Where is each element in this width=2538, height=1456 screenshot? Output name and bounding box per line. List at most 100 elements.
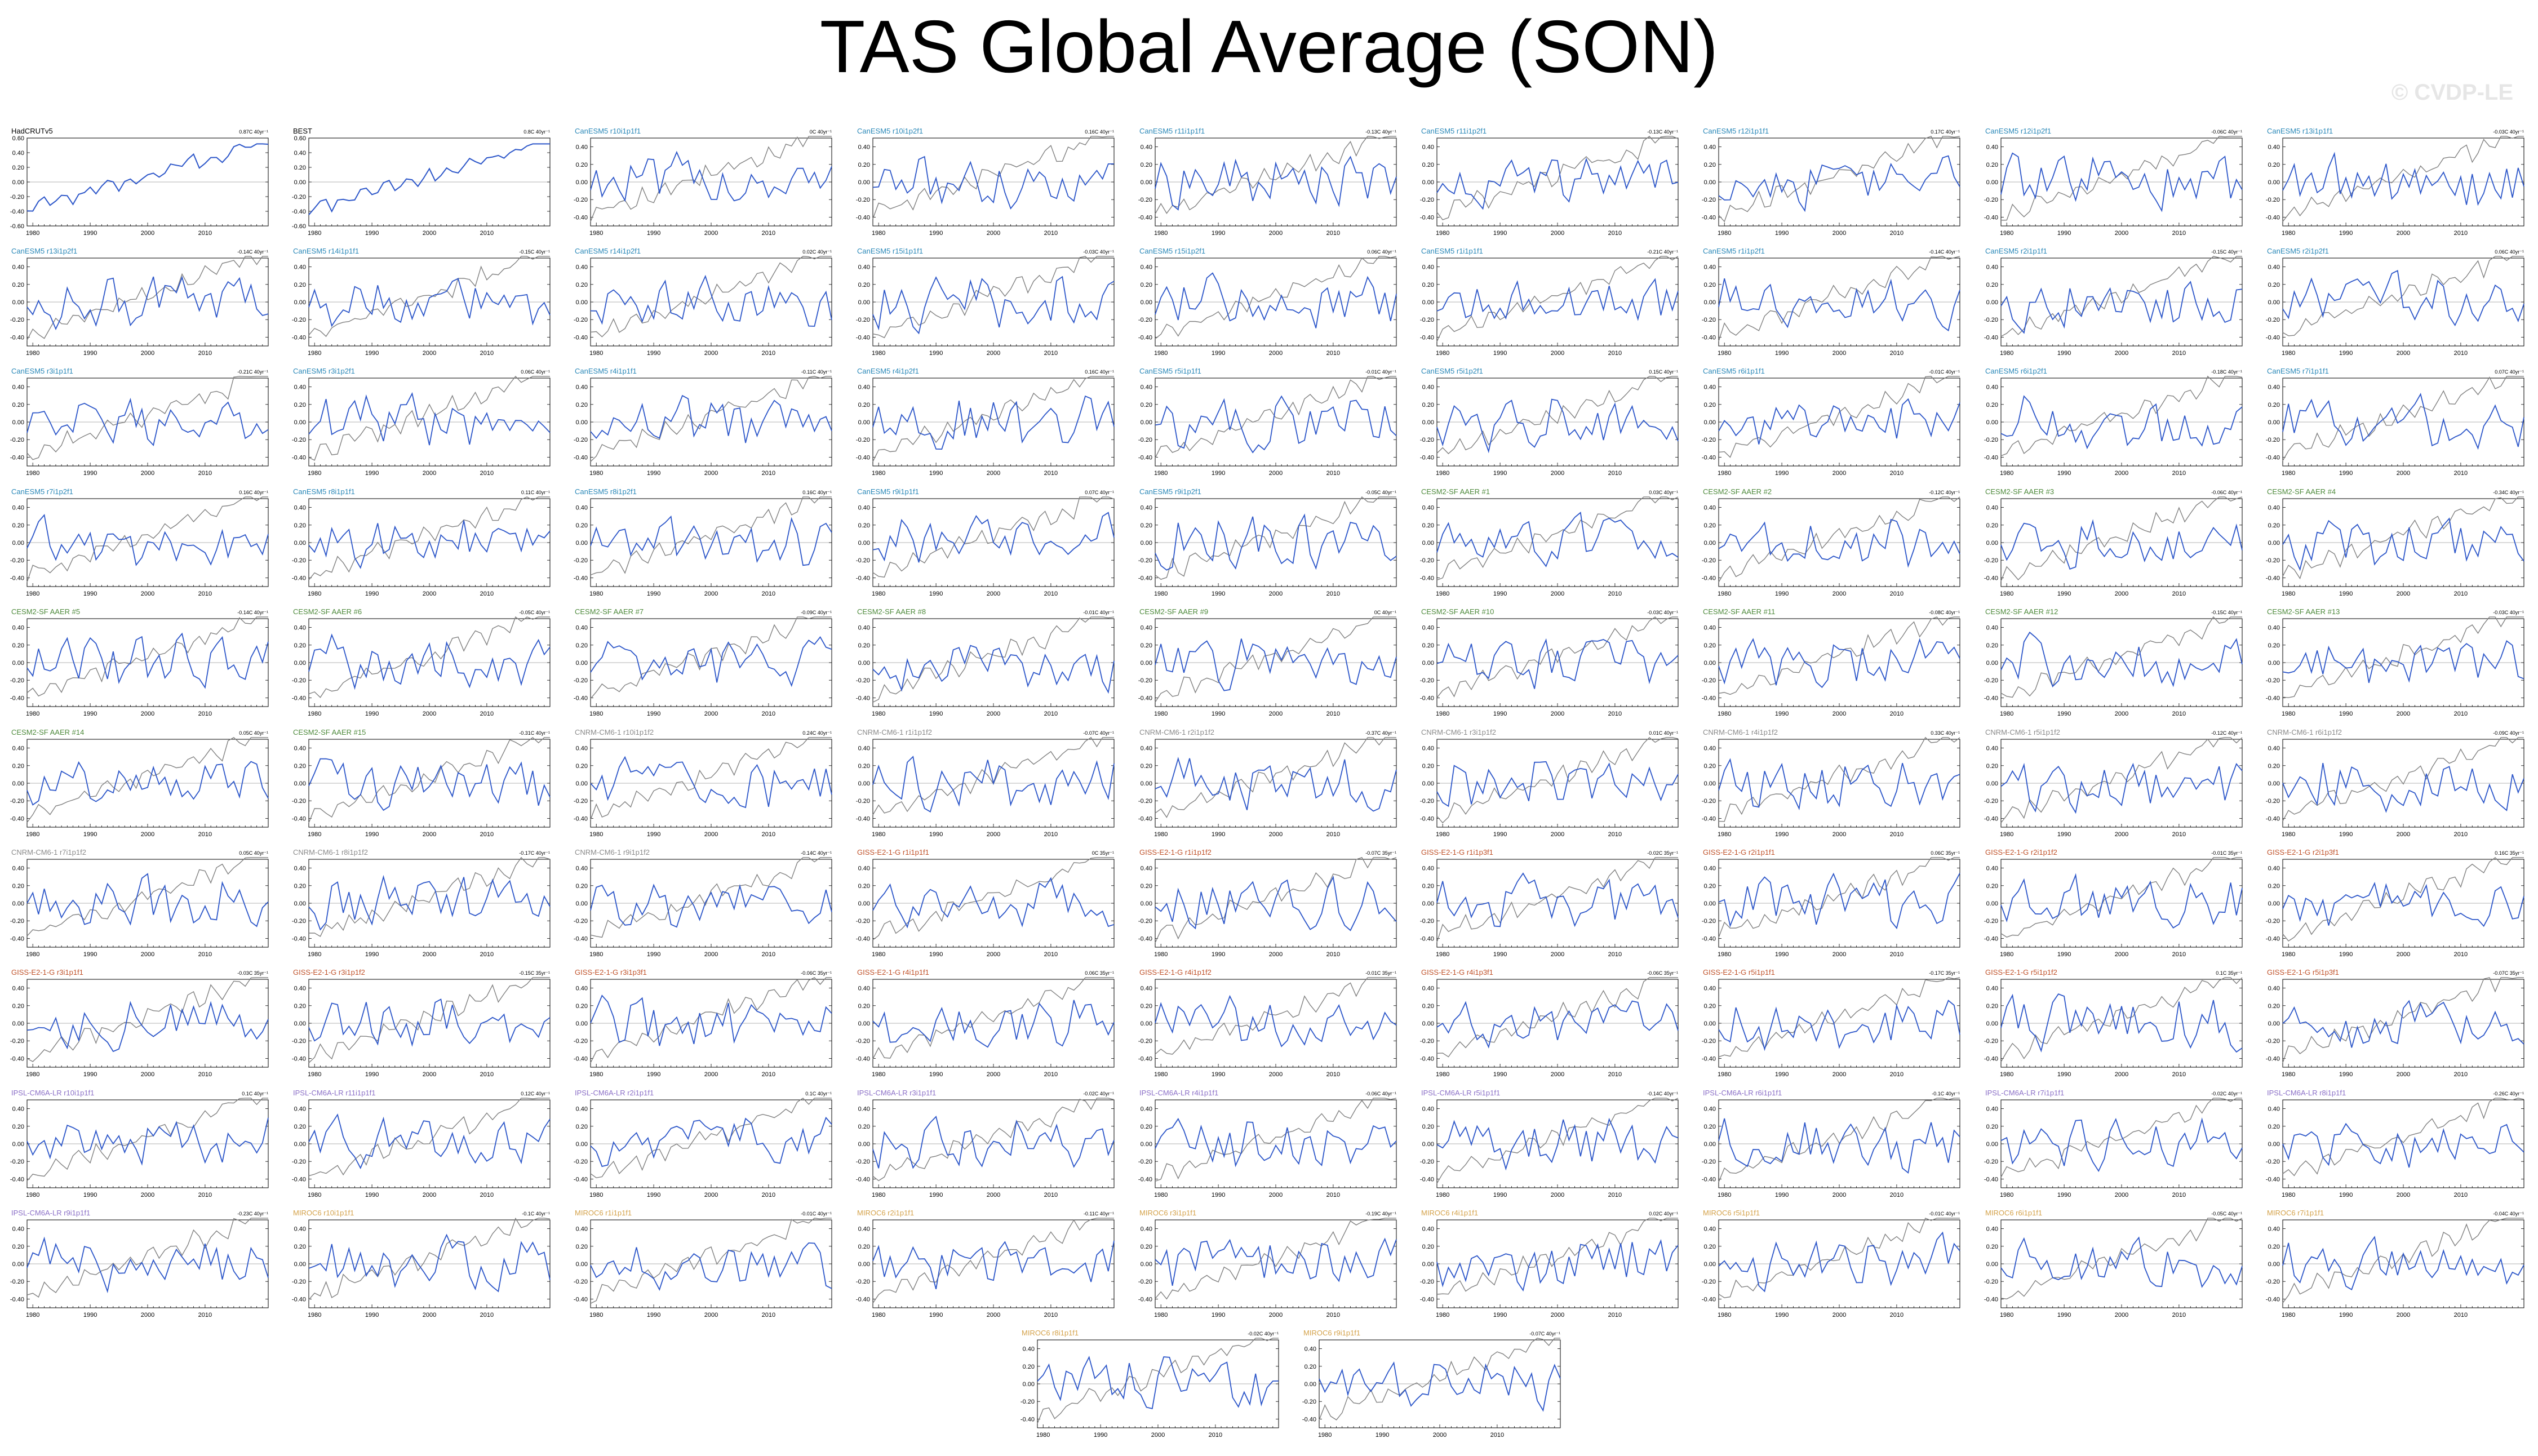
- y-tick-label: 0.40: [1422, 144, 1434, 151]
- y-tick-label: 0.40: [294, 986, 306, 992]
- y-tick-label: 0.20: [2268, 1003, 2280, 1010]
- x-tick-label: 1990: [1212, 951, 1225, 958]
- panel: CanESM5 r12i1p1f1 0.17C 40yr⁻¹ 0.40 0.20 0.0…: [1702, 127, 1960, 237]
- y-tick-label: -0.40: [1702, 1055, 1716, 1062]
- x-tick-label: 2010: [2454, 230, 2468, 237]
- y-tick-label: 0.40: [576, 264, 588, 271]
- y-tick-label: 0.00: [12, 660, 24, 667]
- y-tick-label: -0.40: [574, 815, 588, 822]
- x-tick-label: 2000: [704, 350, 718, 357]
- y-tick-label: -0.20: [292, 437, 306, 443]
- y-tick-label: -0.20: [856, 1038, 870, 1045]
- x-tick-label: 1980: [2282, 591, 2295, 597]
- obs-overlay-line: [2282, 256, 2524, 336]
- y-tick-label: 0.40: [858, 505, 870, 512]
- y-tick-label: 0.40: [12, 150, 24, 157]
- y-tick-label: 0.00: [1422, 419, 1434, 426]
- x-tick-label: 1980: [2000, 591, 2013, 597]
- x-tick-label: 2000: [1551, 711, 1564, 717]
- x-tick-label: 1980: [2000, 350, 2013, 357]
- y-tick-label: 0.20: [12, 165, 24, 171]
- model-series-line: [872, 276, 1115, 335]
- panel: CNRM-CM6-1 r6i1p1f2 -0.09C 40yr⁻¹ 0.40 0.20…: [2266, 728, 2524, 838]
- y-tick-label: 0.00: [294, 419, 306, 426]
- y-tick-label: 0.00: [576, 540, 588, 547]
- x-tick-label: 1980: [1154, 591, 1168, 597]
- panel: GISS-E2-1-G r5i1p1f1 -0.17C 35yr⁻¹ 0.40 0.2…: [1702, 968, 1960, 1078]
- x-tick-label: 1980: [2000, 470, 2013, 477]
- y-tick-label: 0.00: [1704, 780, 1716, 787]
- y-tick-label: 0.40: [2268, 264, 2280, 271]
- y-tick-label: -0.40: [1420, 815, 1434, 822]
- model-series-line: [872, 877, 1115, 929]
- x-tick-label: 2000: [2115, 230, 2128, 237]
- panel-label: GISS-E2-1-G r4i1p1f1: [857, 968, 929, 976]
- x-tick-label: 2010: [198, 350, 212, 357]
- panel-trend: 0.06C 40yr⁻¹: [521, 369, 550, 375]
- y-tick-label: -0.20: [1138, 677, 1152, 684]
- obs-overlay-line: [2282, 616, 2524, 698]
- model-series-line: [2000, 631, 2243, 687]
- obs-overlay-line: [308, 856, 551, 937]
- y-tick-label: -0.40: [292, 935, 306, 942]
- y-tick-label: 0.00: [2268, 179, 2280, 186]
- panel-trend: -0.11C 40yr⁻¹: [801, 369, 832, 375]
- y-tick-label: -0.20: [292, 918, 306, 925]
- y-tick-label: 0.40: [2268, 384, 2280, 391]
- x-tick-label: 2010: [198, 230, 212, 237]
- y-tick-label: 0.20: [2268, 642, 2280, 649]
- y-tick-label: -0.20: [2266, 677, 2280, 684]
- x-tick-label: 2010: [480, 350, 494, 357]
- x-tick-label: 1980: [872, 711, 885, 717]
- panel: CanESM5 r13i1p1f1 -0.03C 40yr⁻¹ 0.40 0.20 0.…: [2266, 127, 2524, 237]
- x-tick-label: 2000: [704, 470, 718, 477]
- y-tick-label: -0.20: [1984, 677, 1998, 684]
- y-tick-label: 0.40: [294, 264, 306, 271]
- model-series-line: [1155, 156, 1397, 211]
- model-series-line: [308, 278, 551, 327]
- y-tick-label: 0.40: [294, 745, 306, 752]
- panel-trend: 0.17C 40yr⁻¹: [1931, 129, 1960, 135]
- x-tick-label: 1980: [2000, 230, 2013, 237]
- y-tick-label: 0.00: [2268, 419, 2280, 426]
- obs-overlay-line: [308, 256, 550, 338]
- y-tick-label: 0.00: [1141, 900, 1152, 907]
- y-tick-label: 0.20: [12, 522, 24, 529]
- obs-series-line: [26, 143, 269, 212]
- x-tick-label: 1990: [365, 350, 379, 357]
- x-tick-label: 1980: [26, 350, 39, 357]
- y-tick-label: 0.00: [12, 780, 24, 787]
- x-tick-label: 1980: [589, 350, 603, 357]
- x-tick-label: 1980: [589, 1071, 603, 1078]
- panel: CanESM5 r11i1p1f1 -0.13C 40yr⁻¹ 0.40 0.20 0.…: [1138, 127, 1397, 237]
- panel-label: GISS-E2-1-G r2i1p1f1: [1703, 848, 1775, 856]
- y-tick-label: -0.20: [1702, 437, 1716, 443]
- y-tick-label: -0.20: [1702, 677, 1716, 684]
- y-tick-label: 0.00: [294, 780, 306, 787]
- model-series-line: [872, 512, 1115, 563]
- y-tick-label: -0.40: [1984, 454, 1998, 461]
- panel-label: GISS-E2-1-G r3i1p1f1: [11, 968, 83, 976]
- x-tick-label: 2010: [1608, 1071, 1622, 1078]
- x-tick-label: 2010: [480, 470, 494, 477]
- x-tick-label: 2010: [1326, 951, 1340, 958]
- panel-label: CNRM-CM6-1 r7i1p1f2: [11, 848, 86, 856]
- x-tick-label: 2000: [1551, 591, 1564, 597]
- y-tick-label: 0.40: [1704, 264, 1716, 271]
- panel: CESM2-SF AAER #1 0.03C 40yr⁻¹ 0.40 0.20 0.00…: [1420, 487, 1679, 597]
- x-tick-label: 2010: [480, 951, 494, 958]
- y-tick-label: 0.20: [294, 402, 306, 409]
- panel: CanESM5 r11i1p2f1 -0.13C 40yr⁻¹ 0.40 0.20 0.…: [1420, 127, 1679, 237]
- obs-overlay-line: [308, 977, 550, 1063]
- y-tick-label: -0.40: [2266, 334, 2280, 341]
- obs-overlay-line: [590, 136, 832, 222]
- y-tick-label: 0.20: [1986, 162, 1998, 168]
- x-tick-label: 1980: [1154, 951, 1168, 958]
- x-tick-label: 1990: [83, 831, 97, 838]
- x-tick-label: 2000: [141, 951, 154, 958]
- x-tick-label: 2000: [1832, 951, 1846, 958]
- panel-trend: 0.07C 40yr⁻¹: [1085, 490, 1114, 495]
- y-tick-label: -0.20: [1138, 1038, 1152, 1045]
- x-tick-label: 2010: [1608, 470, 1622, 477]
- obs-overlay-line: [590, 256, 832, 338]
